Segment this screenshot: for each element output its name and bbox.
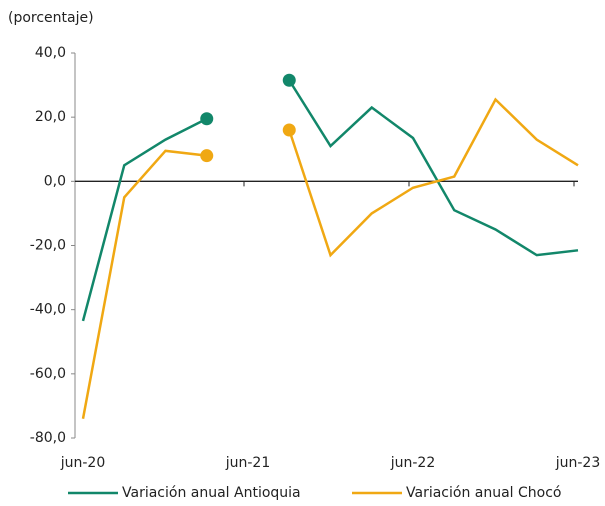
y-axis-label: (porcentaje) — [8, 10, 94, 26]
point-marker — [200, 149, 214, 163]
x-tick-label: jun-21 — [225, 455, 271, 471]
y-tick-label: 20,0 — [35, 109, 66, 125]
y-tick-label: 0,0 — [44, 173, 66, 189]
point-marker — [282, 73, 296, 87]
x-tick-label: jun-20 — [60, 455, 106, 471]
y-tick-label: -60,0 — [30, 366, 66, 382]
y-tick-label: -40,0 — [30, 302, 66, 318]
x-tick-label: jun-23 — [555, 455, 601, 471]
legend-label: Variación anual Chocó — [406, 485, 562, 501]
series-line — [81, 79, 579, 322]
point-marker — [282, 123, 296, 137]
series-line — [81, 97, 579, 419]
y-tick-label: 40,0 — [35, 45, 66, 61]
y-tick-label: -20,0 — [30, 238, 66, 254]
x-tick-label: jun-22 — [390, 455, 436, 471]
y-tick-label: -80,0 — [30, 430, 66, 446]
legend-label: Variación anual Antioquia — [122, 485, 301, 501]
point-marker — [200, 112, 214, 126]
